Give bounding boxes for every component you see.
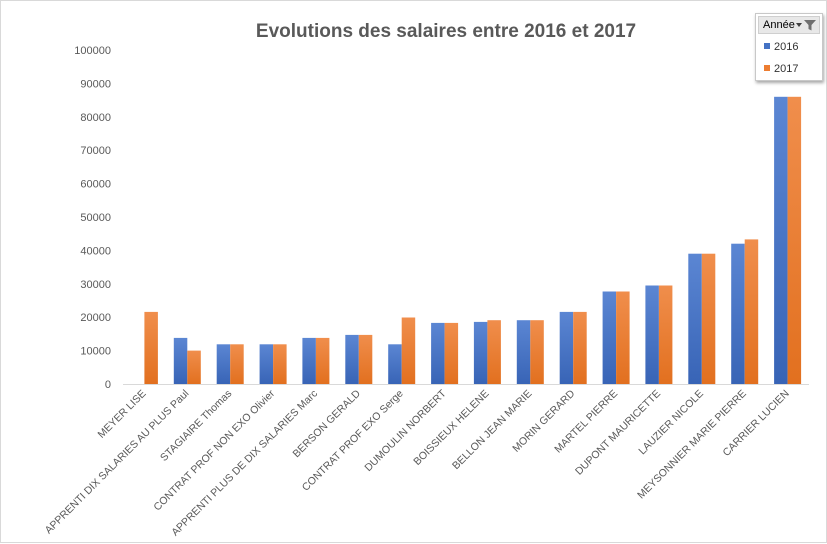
bar-2017[interactable]	[230, 344, 244, 384]
bar-2017[interactable]	[658, 285, 673, 385]
bar-2017[interactable]	[315, 337, 330, 384]
x-category-label: DUMOULIN NORBERT	[362, 387, 449, 474]
legend-swatch-2017	[764, 65, 770, 71]
bar-2017[interactable]	[144, 311, 158, 384]
legend-label-2017: 2017	[774, 63, 799, 75]
bar-2016[interactable]	[774, 96, 788, 385]
bar-2016[interactable]	[431, 322, 445, 384]
y-tick-label: 60000	[80, 179, 111, 191]
bar-2017[interactable]	[701, 253, 716, 384]
legend: Année 2016 2017	[755, 13, 823, 81]
bar-2017[interactable]	[487, 320, 501, 384]
bar-2016[interactable]	[216, 344, 231, 384]
y-tick-label: 50000	[80, 212, 111, 224]
x-category-label: APPRENTI PLUS DE DIX SALARIES Marc	[169, 388, 320, 539]
y-tick-label: 10000	[80, 346, 111, 358]
bar-2017[interactable]	[744, 239, 759, 384]
legend-header-label: Année	[763, 19, 795, 31]
legend-item-2016[interactable]: 2016	[764, 41, 798, 53]
bar-2016[interactable]	[559, 311, 574, 384]
x-category-label: BELLON JEAN MARIE	[450, 388, 534, 472]
bar-2017[interactable]	[573, 311, 587, 384]
filter-funnel-icon	[804, 20, 816, 31]
bar-2016[interactable]	[345, 334, 359, 384]
bar-2016[interactable]	[173, 337, 188, 384]
x-category-label: BOISSIEUX HELENE	[411, 388, 491, 468]
legend-swatch-2016	[764, 43, 770, 49]
bar-2016[interactable]	[259, 344, 274, 384]
y-tick-label: 100000	[74, 45, 111, 57]
bar-2017[interactable]	[401, 317, 416, 385]
bar-2016[interactable]	[302, 337, 316, 384]
bar-2016[interactable]	[731, 243, 745, 384]
bar-2017[interactable]	[616, 291, 630, 385]
bar-2016[interactable]	[516, 320, 531, 384]
y-tick-label: 20000	[80, 312, 111, 324]
bar-2017[interactable]	[358, 334, 373, 384]
legend-label-2016: 2016	[774, 41, 799, 53]
y-tick-label: 90000	[80, 78, 111, 90]
bar-2016[interactable]	[645, 285, 659, 385]
dropdown-arrow-icon	[796, 23, 802, 27]
y-tick-label: 70000	[80, 145, 111, 157]
legend-item-2017[interactable]: 2017	[764, 63, 798, 75]
y-tick-label: 30000	[80, 279, 111, 291]
bar-2017[interactable]	[187, 350, 201, 384]
bar-2017[interactable]	[530, 320, 544, 384]
bar-2017[interactable]	[444, 322, 459, 384]
y-tick-label: 80000	[80, 112, 111, 124]
bar-2016[interactable]	[688, 253, 702, 384]
x-category-label: STAGIAIRE Thomas	[158, 388, 234, 464]
y-tick-label: 0	[105, 379, 111, 391]
x-category-label: DUPONT MAURICETTE	[573, 388, 663, 478]
bar-2016[interactable]	[602, 291, 617, 385]
bar-2017[interactable]	[273, 344, 287, 384]
bar-2016[interactable]	[388, 344, 402, 384]
bar-2016[interactable]	[473, 321, 488, 384]
chart-title: Evolutions des salaires entre 2016 et 20…	[255, 21, 637, 42]
bar-2017[interactable]	[787, 96, 802, 385]
y-tick-label: 40000	[80, 245, 111, 257]
legend-filter-button[interactable]: Année	[758, 16, 820, 34]
